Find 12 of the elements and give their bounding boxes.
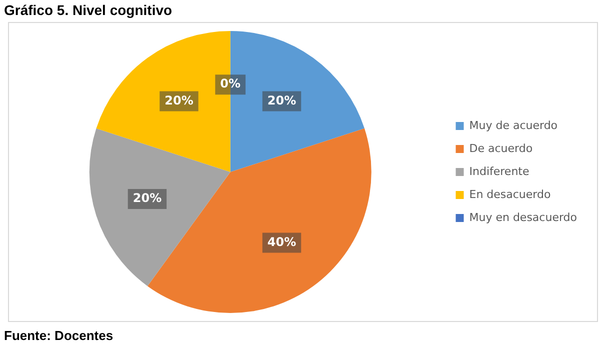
data-label: 40% (267, 234, 296, 249)
legend-label: Muy en desacuerdo (469, 210, 578, 224)
data-label: 20% (267, 93, 296, 108)
data-label: 20% (132, 191, 162, 206)
legend-label: Muy de acuerdo (469, 118, 558, 132)
source-note: Fuente: Docentes (4, 328, 114, 343)
legend-label: De acuerdo (469, 142, 533, 155)
legend-label: Indiferente (469, 164, 530, 178)
chart-title: Gráfico 5. Nivel cognitivo (4, 2, 172, 18)
text: 0% (220, 76, 241, 91)
legend-label: En desacuerdo (469, 188, 551, 201)
data-label: 20% (164, 93, 194, 108)
